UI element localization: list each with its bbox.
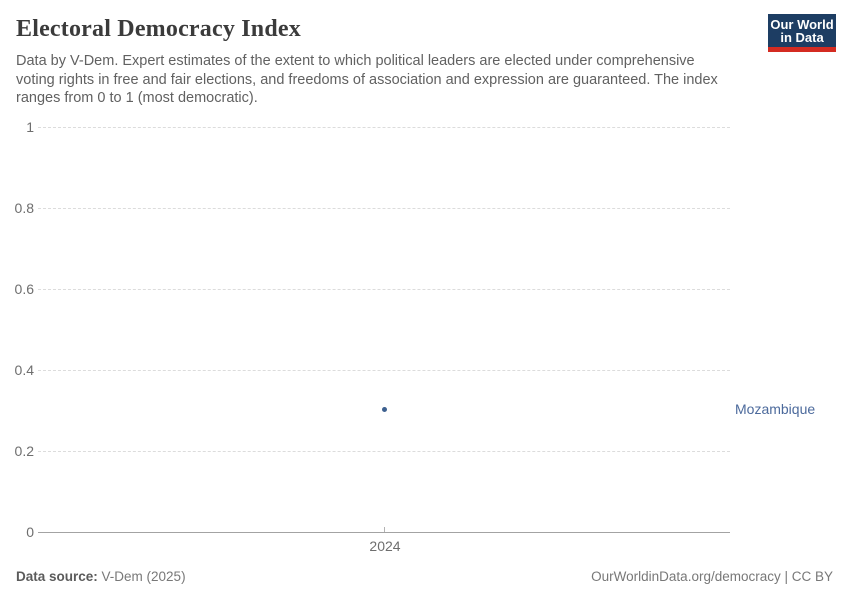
credit-link[interactable]: OurWorldinData.org/democracy | CC BY bbox=[591, 569, 833, 584]
y-tick-label: 0.4 bbox=[14, 362, 34, 378]
data-point-mozambique[interactable] bbox=[382, 407, 387, 412]
owid-logo-line2: in Data bbox=[780, 30, 824, 45]
page-title: Electoral Democracy Index bbox=[16, 16, 301, 42]
x-tick-label: 2024 bbox=[369, 538, 401, 554]
gridline-0-2 bbox=[38, 451, 730, 452]
y-tick-label: 0.6 bbox=[14, 281, 34, 297]
x-axis-line bbox=[38, 532, 730, 533]
x-tick-mark bbox=[384, 527, 385, 532]
chart-subtitle: Data by V-Dem. Expert estimates of the e… bbox=[16, 53, 718, 107]
gridline-0-6 bbox=[38, 289, 730, 290]
data-source-label: Data source: bbox=[16, 569, 98, 584]
entity-label-mozambique[interactable]: Mozambique bbox=[735, 401, 816, 417]
y-tick-label: 0 bbox=[26, 524, 34, 540]
owid-logo-line1: Our World bbox=[770, 17, 834, 32]
owid-logo[interactable]: Our World in Data bbox=[768, 14, 836, 52]
gridline-0-4 bbox=[38, 370, 730, 371]
gridline-1 bbox=[38, 127, 730, 128]
y-tick-label: 0.8 bbox=[14, 200, 34, 216]
gridline-0-8 bbox=[38, 208, 730, 209]
y-tick-label: 0.2 bbox=[14, 443, 34, 459]
data-source-value: V-Dem (2025) bbox=[97, 569, 186, 584]
data-source-note: Data source: V-Dem (2025) bbox=[16, 569, 186, 584]
y-tick-label: 1 bbox=[26, 119, 34, 135]
